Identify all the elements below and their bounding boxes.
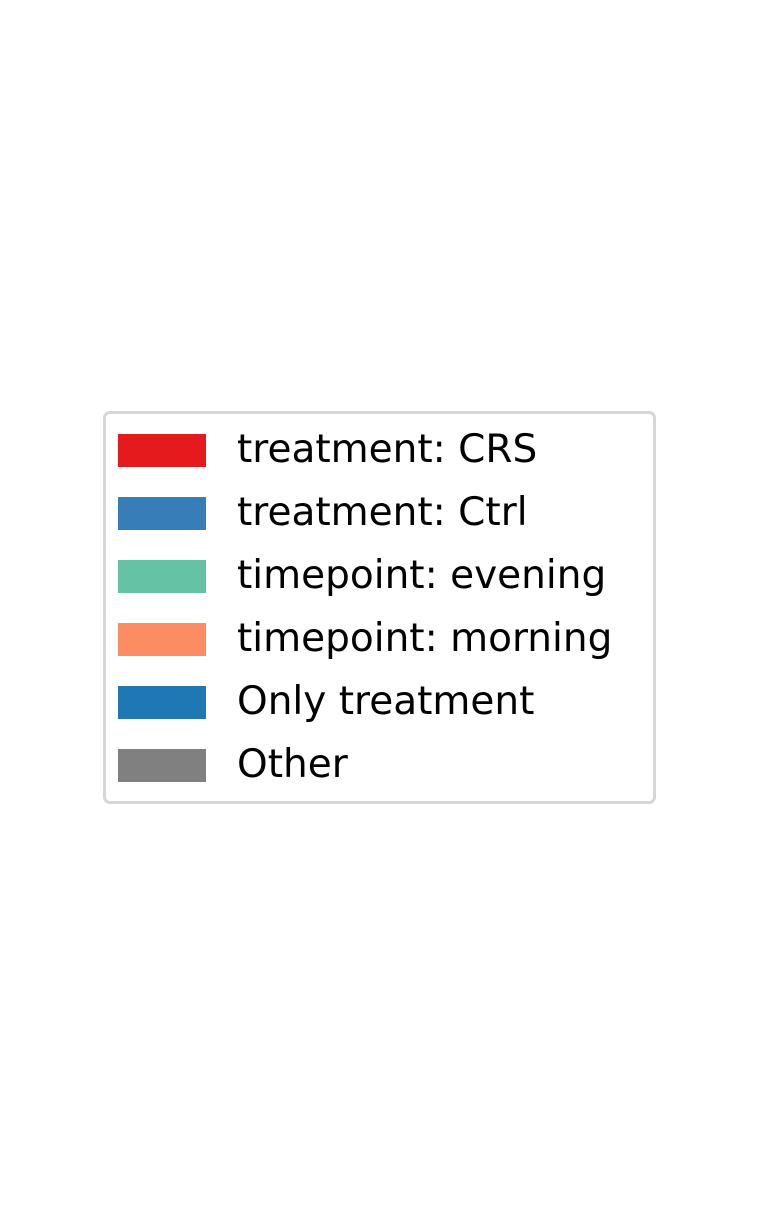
legend-swatch: [118, 497, 206, 530]
legend-swatch: [118, 434, 206, 467]
legend: treatment: CRS treatment: Ctrl timepoint…: [103, 411, 656, 804]
legend-label: Other: [237, 742, 348, 787]
legend-item-only-treatment: Only treatment: [106, 669, 653, 732]
legend-item-timepoint-evening: timepoint: evening: [106, 543, 653, 606]
legend-item-other: Other: [106, 732, 653, 795]
legend-swatch: [118, 749, 206, 782]
legend-swatch: [118, 623, 206, 656]
legend-item-treatment-ctrl: treatment: Ctrl: [106, 480, 653, 543]
legend-label: Only treatment: [237, 679, 535, 724]
legend-label: treatment: Ctrl: [237, 490, 528, 535]
legend-label: treatment: CRS: [237, 427, 538, 472]
legend-label: timepoint: morning: [237, 616, 613, 661]
legend-label: timepoint: evening: [237, 553, 607, 598]
legend-item-treatment-crs: treatment: CRS: [106, 417, 653, 480]
legend-item-timepoint-morning: timepoint: morning: [106, 606, 653, 669]
legend-swatch: [118, 686, 206, 719]
legend-swatch: [118, 560, 206, 593]
